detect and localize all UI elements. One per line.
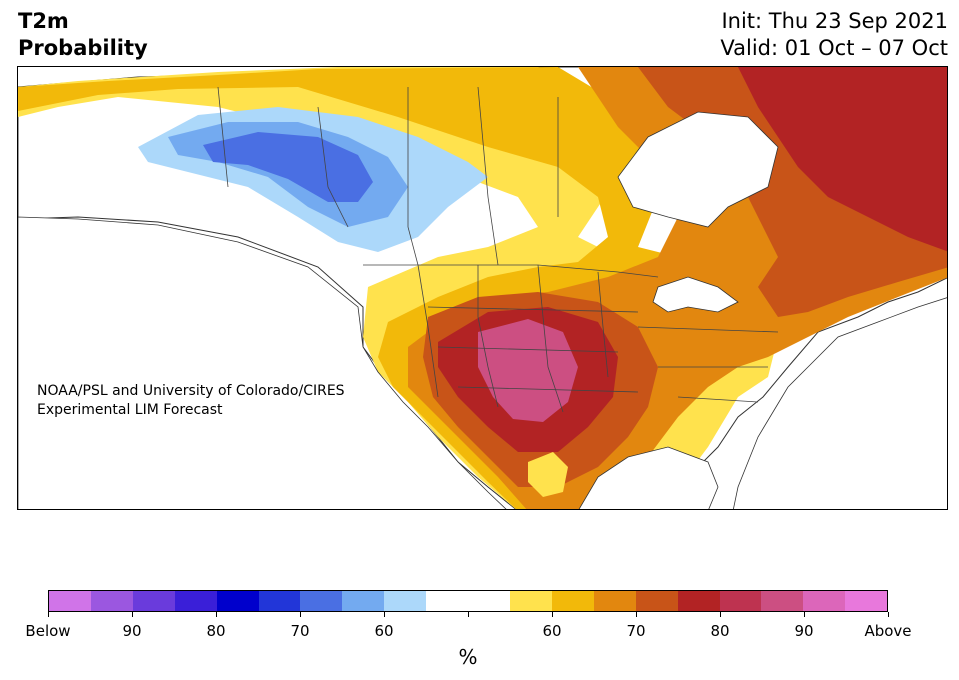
colorbar-tick-label: Below	[25, 622, 71, 640]
colorbar-segment-13	[551, 591, 594, 611]
colorbar-tick-label: 80	[206, 622, 226, 640]
colorbar-segment-2	[90, 591, 133, 611]
attribution: NOAA/PSL and University of Colorado/CIRE…	[37, 382, 345, 420]
colorbar-tick-mark	[383, 612, 385, 617]
valid-date: Valid: 01 Oct – 07 Oct	[720, 36, 948, 60]
colorbar-tick-label: Above	[864, 622, 912, 640]
colorbar-tick-label: 80	[710, 622, 730, 640]
colorbar-tick-mark	[215, 612, 217, 617]
east-canada-warm	[738, 67, 947, 252]
colorbar-segment-18	[761, 591, 804, 611]
colorbar-tick-mark	[635, 612, 637, 617]
colorbar-segment-4	[174, 591, 217, 611]
colorbar-segment-7	[300, 591, 343, 611]
colorbar-unit-label: %	[458, 645, 478, 669]
pacific-ocean	[18, 216, 507, 509]
colorbar-segment-5	[216, 591, 259, 611]
colorbar-tick-mark	[887, 612, 889, 617]
colorbar-segment-19	[803, 591, 846, 611]
colorbar-segment-20	[845, 591, 888, 611]
init-date: Init: Thu 23 Sep 2021	[721, 9, 948, 33]
colorbar-segment-3	[132, 591, 175, 611]
colorbar-segment-10	[426, 591, 469, 611]
colorbar-tick-mark	[467, 612, 469, 617]
colorbar-segment-8	[342, 591, 385, 611]
title-line-2: Probability	[18, 36, 148, 60]
colorbar-tick-label: 60	[542, 622, 562, 640]
colorbar-tick-label: 90	[794, 622, 814, 640]
political-boundaries	[217, 86, 779, 413]
mexico-60-patch	[528, 452, 568, 497]
forecast-dates: Init: Thu 23 Sep 2021 Valid: 01 Oct – 07…	[720, 8, 948, 62]
colorbar-segment-11	[468, 591, 510, 611]
colorbar-segment-12	[509, 591, 552, 611]
probability-map	[17, 66, 948, 510]
title-line-1: T2m	[18, 9, 69, 33]
colorbar-tick-label: 60	[374, 622, 394, 640]
atlantic-ocean	[733, 297, 947, 509]
attribution-line-1: NOAA/PSL and University of Colorado/CIRE…	[37, 383, 345, 399]
colorbar-tick-label: 70	[290, 622, 310, 640]
colorbar-tick-label: 90	[122, 622, 142, 640]
colorbar-tick-mark	[299, 612, 301, 617]
west-cold-core	[203, 132, 373, 202]
colorbar-segment-16	[677, 591, 720, 611]
figure-title: T2m Probability	[18, 8, 148, 62]
map-canvas	[18, 67, 947, 509]
colorbar-segment-6	[258, 591, 301, 611]
colorbar-tick-label: 70	[626, 622, 646, 640]
colorbar-segment-14	[593, 591, 636, 611]
colorbar-segment-17	[719, 591, 762, 611]
colorbar-tick-mark	[803, 612, 805, 617]
probability-colorbar	[48, 590, 888, 612]
colorbar-tick-mark	[551, 612, 553, 617]
colorbar-segment-1	[49, 591, 91, 611]
southwest-warm-core	[478, 319, 578, 422]
colorbar-tick-mark	[47, 612, 49, 617]
colorbar-segment-15	[635, 591, 678, 611]
colorbar-segment-9	[384, 591, 427, 611]
colorbar-tick-mark	[131, 612, 133, 617]
hudson-bay	[617, 111, 779, 228]
gulf-of-mexico	[578, 446, 719, 509]
colorbar-tick-mark	[719, 612, 721, 617]
attribution-line-2: Experimental LIM Forecast	[37, 402, 223, 418]
great-lakes	[652, 276, 739, 313]
